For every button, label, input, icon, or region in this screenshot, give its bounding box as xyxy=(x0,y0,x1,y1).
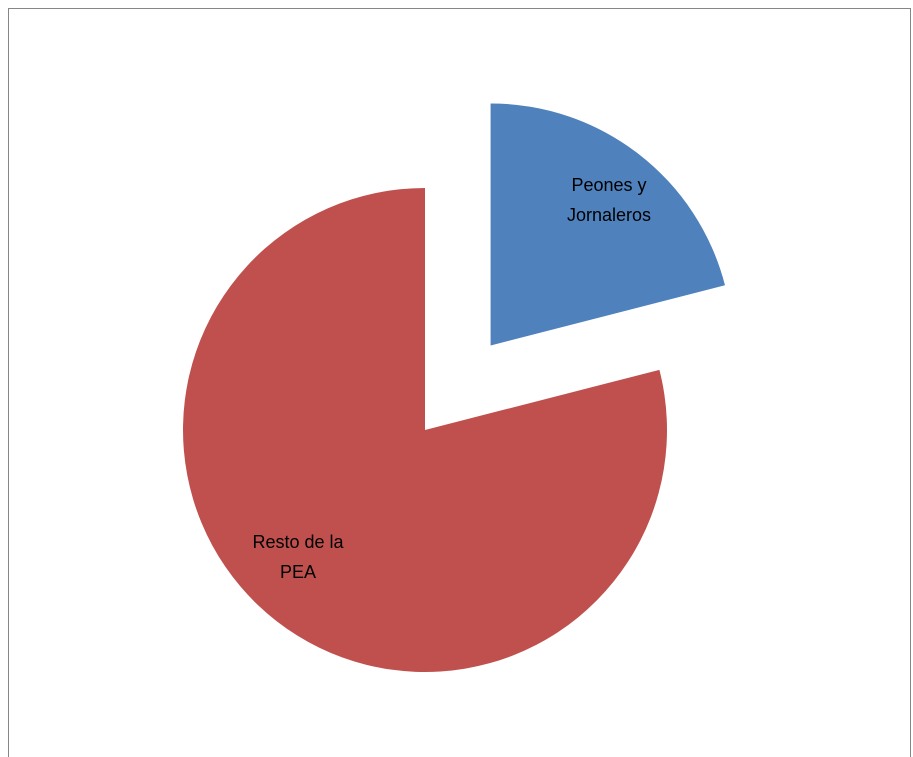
pie-slice-1 xyxy=(490,103,725,346)
pie-labels: Peones y Jornaleros Resto de la PEA xyxy=(252,175,651,582)
pie-slice-label-line: PEA xyxy=(280,562,316,582)
pie-slice-label-1: Peones y Jornaleros xyxy=(567,175,651,225)
pie-slice-2 xyxy=(182,188,667,672)
pie-slice-label-line: Peones y xyxy=(571,175,646,195)
chart-border xyxy=(8,8,911,757)
pie-slices xyxy=(182,103,725,672)
pie-slice-label-line: Resto de la xyxy=(252,532,344,552)
pie-slice-label-line: Jornaleros xyxy=(567,205,651,225)
pie-slice-label-2: Resto de la PEA xyxy=(252,532,344,582)
